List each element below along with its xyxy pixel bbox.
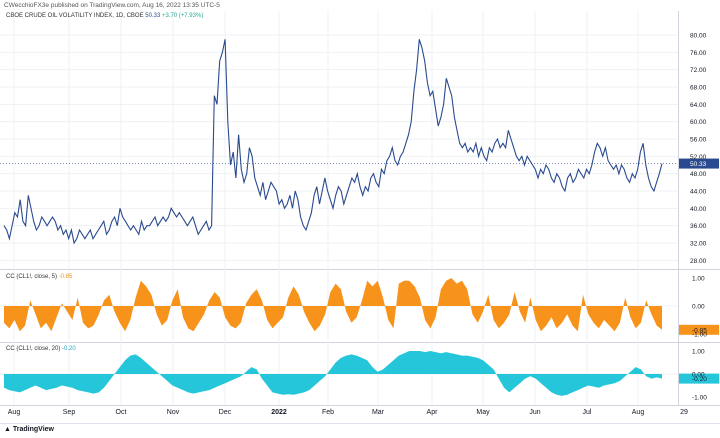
chart-canvas[interactable]: 50.33 -0.85 -0.20 Aug Sep Oct Nov Dec 2022 Feb… xyxy=(0,0,720,423)
y-tick-label: 28.00 xyxy=(690,258,707,265)
cc5-last-badge xyxy=(679,324,719,335)
x-tick-label: Jun xyxy=(529,409,540,416)
main-legend-change: +3.70 (+7.93%) xyxy=(161,13,204,19)
cc20-legend: CC (CL1!, close, 20) -0.20 xyxy=(6,346,76,352)
y-tick-label: -1.00 xyxy=(692,395,707,402)
y-tick-label: 1.00 xyxy=(692,349,705,356)
x-tick-label: May xyxy=(476,409,490,416)
y-tick-label: 44.00 xyxy=(690,189,707,196)
x-tick-label: Aug xyxy=(632,409,645,416)
cc5-legend-name: CC (CL1!, close, 5) xyxy=(6,274,58,280)
x-tick-label: Sep xyxy=(63,409,76,416)
x-tick-label: 29 xyxy=(680,409,688,416)
y-tick-label: 48.00 xyxy=(690,171,707,178)
x-tick-label: 2022 xyxy=(271,409,287,416)
y-tick-label: 36.00 xyxy=(690,223,707,230)
cc5-area xyxy=(4,278,662,332)
cc20-legend-name: CC (CL1!, close, 20) xyxy=(6,346,61,352)
y-tick-label: 80.00 xyxy=(690,33,707,40)
x-tick-label: Feb xyxy=(322,409,334,416)
y-tick-label: 52.00 xyxy=(690,154,707,161)
cc20-last-badge xyxy=(679,373,719,384)
y-tick-label: 76.00 xyxy=(690,50,707,57)
cc20-legend-value: -0.20 xyxy=(62,346,76,352)
cc5-legend-value: -0.85 xyxy=(58,274,73,280)
main-legend-value: 50.33 xyxy=(145,13,161,19)
y-tick-label: 0.00 xyxy=(692,372,705,379)
y-tick-label: 72.00 xyxy=(690,67,707,74)
y-tick-label: 0.00 xyxy=(692,304,705,311)
x-tick-label: Jul xyxy=(583,409,592,416)
y-tick-label: 64.00 xyxy=(690,102,707,109)
x-tick-label: Aug xyxy=(8,409,21,416)
tradingview-logo[interactable]: ▲ TradingView xyxy=(4,426,54,433)
x-tick-label: Mar xyxy=(372,409,385,416)
tradingview-logo-text: TradingView xyxy=(12,426,54,433)
main-legend: CBOE CRUDE OIL VOLATILITY INDEX, 1D, CBO… xyxy=(6,13,203,19)
footer: ▲ TradingView xyxy=(0,423,720,438)
cc20-last-text: -0.20 xyxy=(692,376,707,383)
y-tick-label: 40.00 xyxy=(690,206,707,213)
y-tick-label: 56.00 xyxy=(690,137,707,144)
cc5-last-text: -0.85 xyxy=(692,327,707,334)
volatility-series-line xyxy=(3,39,663,245)
x-tick-label: Apr xyxy=(427,409,439,416)
cc20-area xyxy=(4,351,662,396)
x-tick-label: Oct xyxy=(116,409,127,416)
y-tick-label: 1.00 xyxy=(692,276,705,283)
y-tick-label: 68.00 xyxy=(690,85,707,92)
y-tick-label: -1.00 xyxy=(692,332,707,339)
main-legend-name: CBOE CRUDE OIL VOLATILITY INDEX, 1D, CBO… xyxy=(6,13,144,19)
last-price-text: 50.33 xyxy=(690,161,707,168)
publisher-line: CWecchioFX3e published on TradingView.co… xyxy=(4,2,220,9)
last-price-badge xyxy=(679,158,719,169)
tradingview-logo-icon: ▲ xyxy=(4,426,11,433)
x-tick-label: Nov xyxy=(167,409,180,416)
cc5-legend: CC (CL1!, close, 5) -0.85 xyxy=(6,274,72,280)
x-tick-label: Dec xyxy=(219,409,232,416)
y-tick-label: 60.00 xyxy=(690,119,707,126)
y-tick-label: 32.00 xyxy=(690,241,707,248)
